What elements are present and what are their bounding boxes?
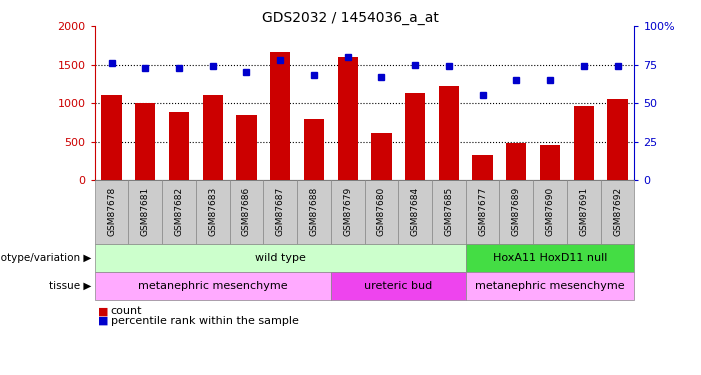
Text: count: count (111, 306, 142, 316)
Text: GDS2032 / 1454036_a_at: GDS2032 / 1454036_a_at (262, 11, 439, 25)
Text: GSM87680: GSM87680 (377, 187, 386, 237)
Bar (203, 94, 223, 180)
Text: wild type: wild type (254, 253, 306, 263)
Bar (236, 116, 257, 180)
Text: GSM87684: GSM87684 (411, 188, 420, 237)
Text: GSM87688: GSM87688 (309, 187, 318, 237)
Text: GSM87682: GSM87682 (175, 188, 184, 237)
Bar (573, 106, 594, 180)
Text: GSM87687: GSM87687 (275, 187, 285, 237)
Bar (372, 133, 392, 180)
Text: GSM87690: GSM87690 (545, 187, 554, 237)
Text: GSM87677: GSM87677 (478, 187, 487, 237)
Bar (506, 143, 526, 180)
Text: GSM87679: GSM87679 (343, 187, 352, 237)
Bar (169, 112, 189, 180)
Bar (270, 52, 290, 180)
Text: GSM87681: GSM87681 (141, 187, 150, 237)
Text: GSM87689: GSM87689 (512, 187, 521, 237)
Bar (304, 118, 324, 180)
Text: genotype/variation ▶: genotype/variation ▶ (0, 253, 91, 263)
Bar (439, 86, 459, 180)
Text: ureteric bud: ureteric bud (364, 281, 433, 291)
Text: metanephric mesenchyme: metanephric mesenchyme (475, 281, 625, 291)
Bar (405, 93, 426, 180)
Text: HoxA11 HoxD11 null: HoxA11 HoxD11 null (493, 253, 607, 263)
Bar (472, 154, 493, 180)
Text: GSM87678: GSM87678 (107, 187, 116, 237)
Text: GSM87685: GSM87685 (444, 187, 454, 237)
Text: ■: ■ (98, 316, 109, 326)
Bar (135, 103, 156, 180)
Bar (540, 145, 560, 180)
Text: ■: ■ (98, 306, 109, 316)
Bar (102, 94, 122, 180)
Text: tissue ▶: tissue ▶ (49, 281, 91, 291)
Bar (338, 57, 358, 180)
Text: metanephric mesenchyme: metanephric mesenchyme (138, 281, 287, 291)
Text: GSM87683: GSM87683 (208, 187, 217, 237)
Bar (607, 99, 627, 180)
Text: GSM87691: GSM87691 (579, 187, 588, 237)
Text: percentile rank within the sample: percentile rank within the sample (111, 316, 299, 326)
Text: GSM87686: GSM87686 (242, 187, 251, 237)
Text: GSM87692: GSM87692 (613, 188, 622, 237)
